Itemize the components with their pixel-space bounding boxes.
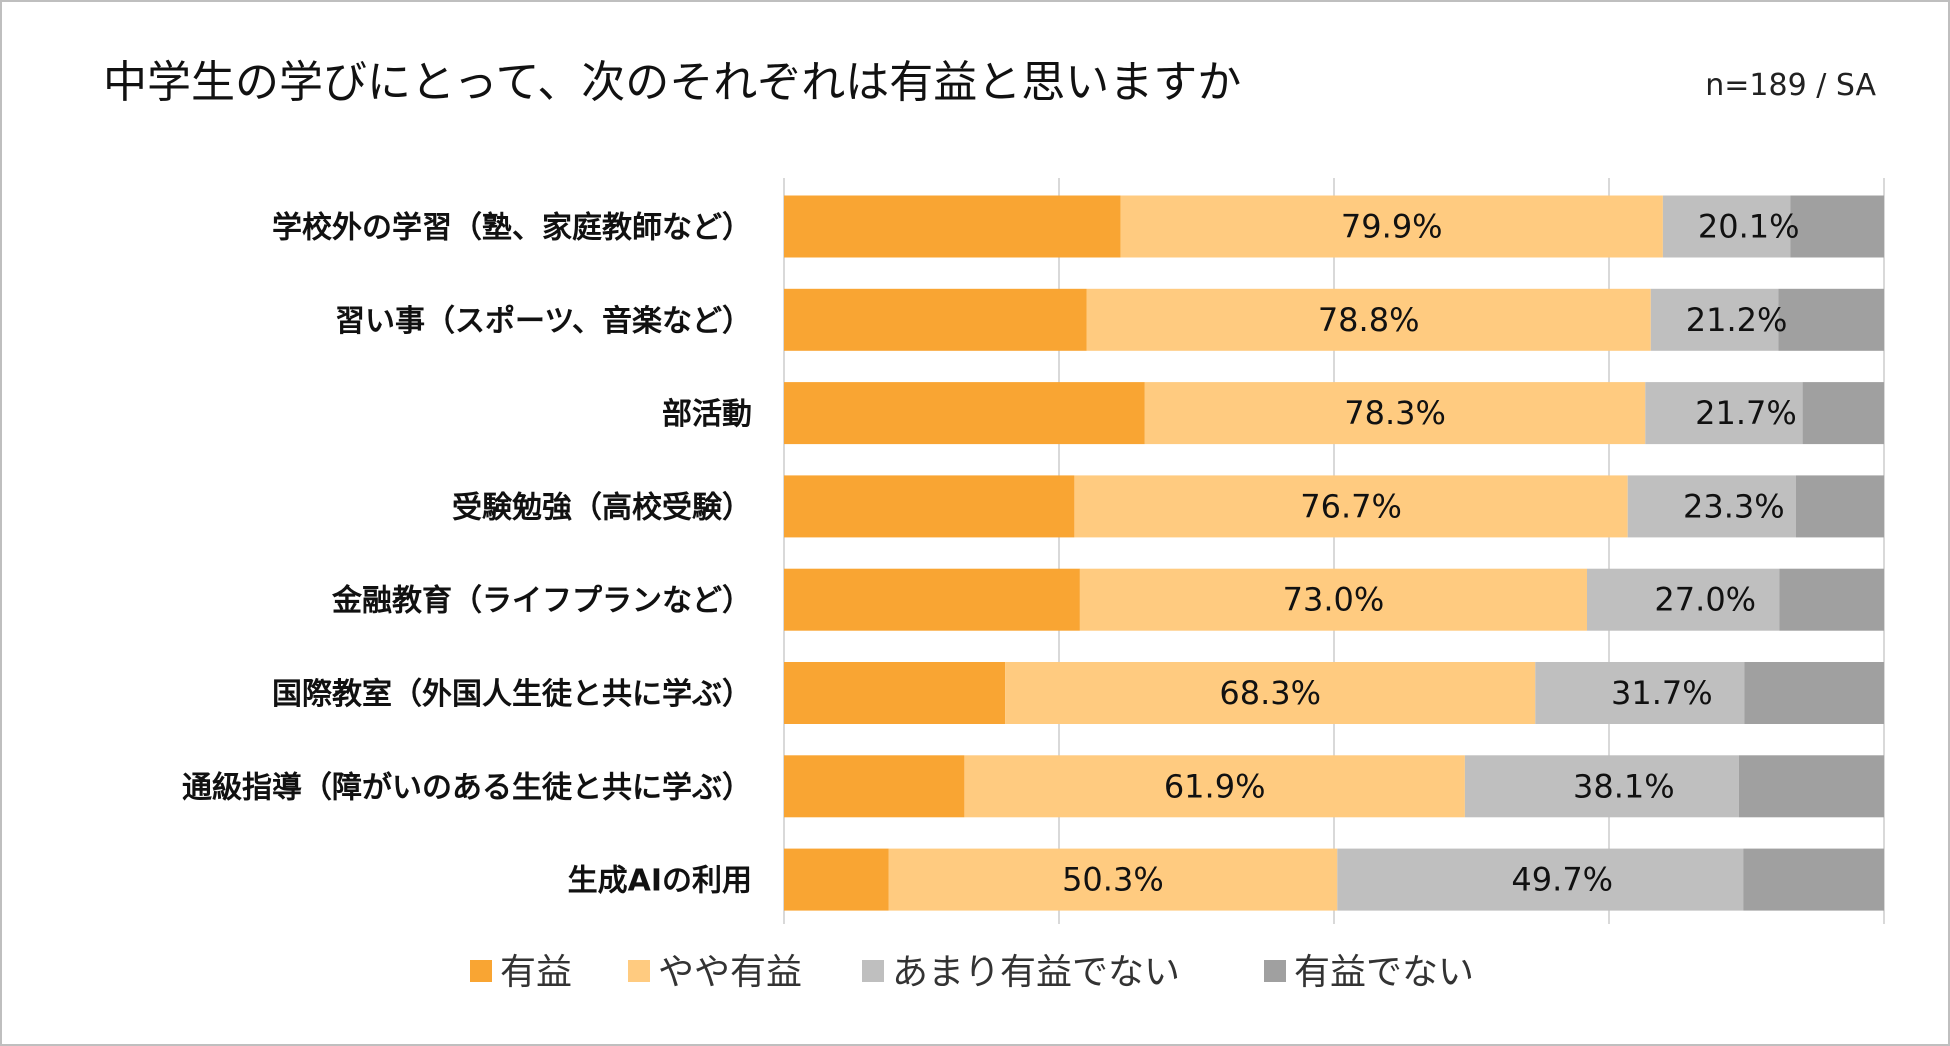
bar-segment — [784, 288, 1087, 351]
bar-segment — [1738, 755, 1884, 818]
data-label-positive: 73.0% — [1283, 581, 1385, 619]
bar-segment — [1144, 382, 1646, 445]
bar-segment — [1005, 662, 1536, 724]
chart-title: 中学生の学びにとって、次のそれぞれは有益と思いますか — [103, 57, 1241, 108]
legend: 有益 やや有益 あまり有益でない 有益でない — [470, 952, 1474, 993]
bar-segment — [784, 475, 1075, 538]
bar-segment — [1627, 475, 1796, 538]
legend-label: 有益でない — [1294, 952, 1474, 993]
bar-segment — [1464, 755, 1739, 818]
bar-segment — [1074, 475, 1628, 538]
legend-swatch — [628, 960, 650, 982]
data-label-negative: 21.7% — [1695, 394, 1797, 432]
bar-segment — [1645, 382, 1803, 445]
bar-segment — [1535, 662, 1745, 724]
bar-segment — [784, 382, 1145, 445]
legend-label: 有益 — [500, 952, 572, 993]
bar-segment — [784, 848, 889, 911]
category-label: 部活動 — [662, 397, 752, 432]
bar-segment — [1662, 195, 1791, 258]
legend-label: あまり有益でない — [892, 952, 1180, 993]
bar-segment — [784, 755, 965, 818]
bar-segment — [888, 848, 1338, 911]
bar-segment — [964, 755, 1465, 818]
category-label: 習い事（スポーツ、音楽など） — [335, 304, 752, 339]
data-label-negative: 49.7% — [1511, 861, 1613, 899]
bar-segment — [1086, 288, 1651, 351]
legend-swatch — [470, 960, 492, 982]
data-label-positive: 78.8% — [1318, 301, 1420, 339]
category-labels: 学校外の学習（塾、家庭教師など） 習い事（スポーツ、音楽など） 部活動受験勉強（高校… — [182, 211, 752, 899]
data-label-negative: 20.1% — [1698, 208, 1800, 246]
data-label-positive: 50.3% — [1062, 861, 1164, 899]
data-label-negative: 38.1% — [1573, 767, 1675, 805]
data-labels: 79.9% 20.1% 78.8% 21.2% 78.3% 21.7% 76.7% 23.3%… — [1062, 208, 1799, 899]
category-label: 通級指導（障がいのある生徒と共に学ぶ） — [182, 770, 752, 805]
bar-segment — [1650, 288, 1779, 351]
data-label-positive: 78.3% — [1344, 394, 1446, 432]
bar-segment — [1743, 848, 1884, 911]
category-label: 学校外の学習（塾、家庭教師など） — [272, 211, 752, 246]
bar-segment — [1778, 288, 1884, 351]
data-label-negative: 27.0% — [1654, 581, 1756, 619]
data-label-negative: 31.7% — [1611, 674, 1713, 712]
bar-segment — [784, 662, 1006, 724]
legend-label: やや有益 — [658, 952, 802, 993]
bar-segment — [1802, 382, 1884, 445]
bar-segment — [1587, 568, 1780, 631]
bar-segment — [1337, 848, 1744, 911]
data-label-positive: 61.9% — [1164, 767, 1266, 805]
bar-segment — [1120, 195, 1663, 258]
data-label-negative: 21.2% — [1686, 301, 1788, 339]
bar-segment — [1744, 662, 1884, 724]
category-label: 生成AIの利用 — [568, 864, 752, 899]
data-label-negative: 23.3% — [1683, 487, 1785, 525]
category-label: 受験勉強（高校受験） — [452, 490, 752, 525]
category-label: 国際教室（外国人生徒と共に学ぶ） — [272, 677, 752, 712]
bar-segment — [1796, 475, 1884, 538]
bar-segment — [784, 195, 1121, 258]
data-label-positive: 68.3% — [1219, 674, 1321, 712]
bars — [784, 195, 1884, 911]
bar-segment — [784, 568, 1080, 631]
category-label: 金融教育（ライフプランなど） — [331, 584, 752, 619]
bar-segment — [1079, 568, 1587, 631]
data-label-positive: 76.7% — [1300, 487, 1402, 525]
bar-segment — [1779, 568, 1884, 631]
chart-subtitle: n=189 / SA — [1705, 68, 1876, 103]
data-label-positive: 79.9% — [1341, 208, 1443, 246]
bar-segment — [1790, 195, 1884, 258]
legend-swatch — [862, 960, 884, 982]
legend-swatch — [1264, 960, 1286, 982]
